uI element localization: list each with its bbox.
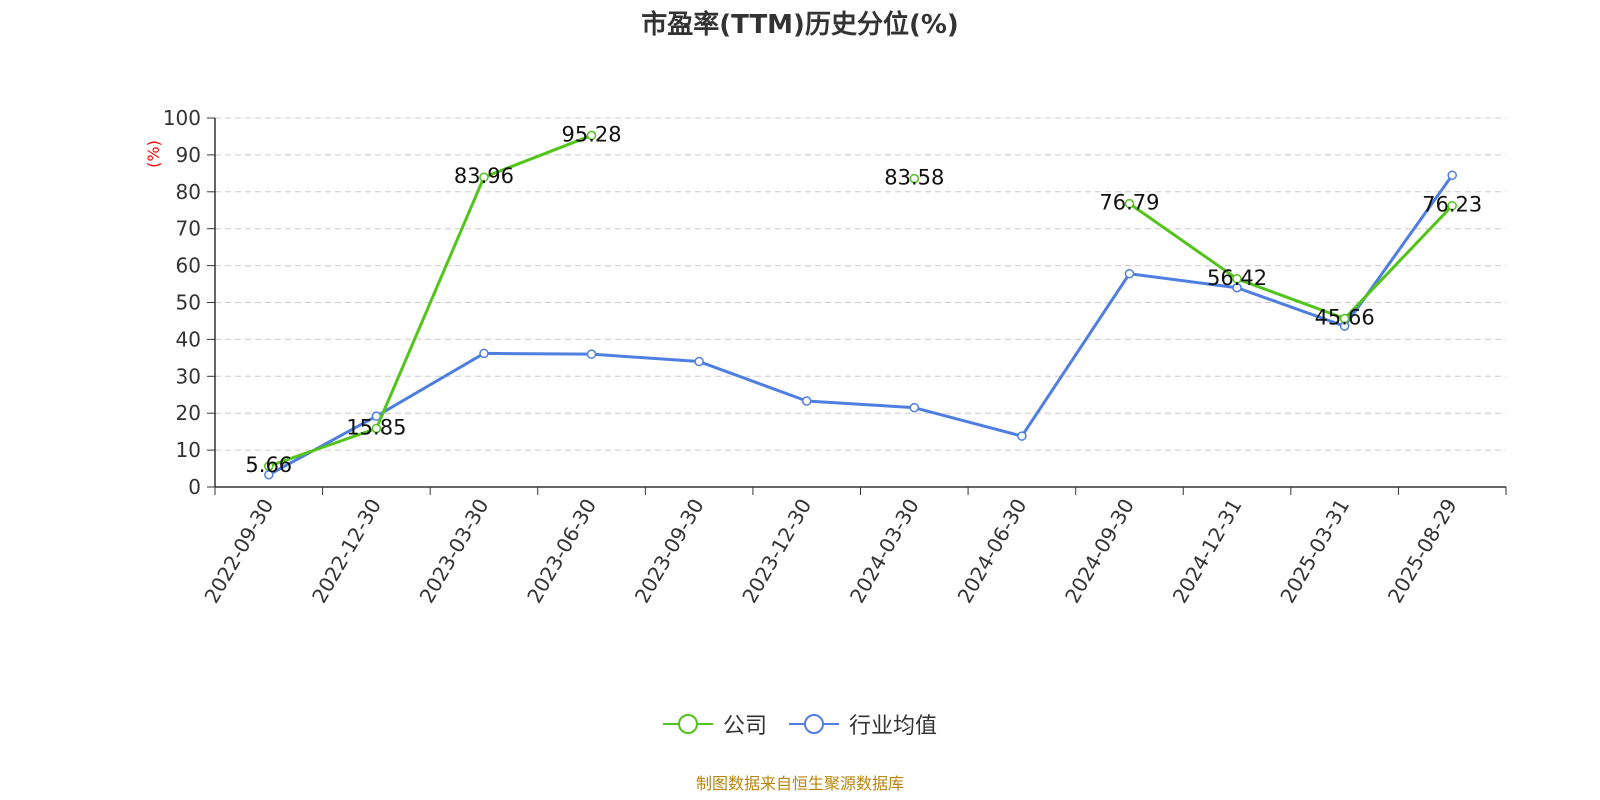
- series-line-industry: [268, 174, 1454, 477]
- y-tick-label: 10: [176, 438, 201, 462]
- data-point-company: [264, 461, 274, 471]
- data-label-company: 56.42: [1207, 266, 1267, 290]
- data-label-company: 76.79: [1099, 191, 1159, 215]
- legend-item-industry[interactable]: 行业均值: [789, 708, 937, 740]
- y-tick-label: 80: [176, 180, 201, 204]
- data-label-company: 83.58: [884, 166, 944, 190]
- grid-lines: [215, 117, 1506, 451]
- legend-marker-industry: [789, 714, 839, 734]
- legend-marker-company: [662, 714, 713, 734]
- data-point-company: [909, 173, 920, 184]
- data-point-industry: [694, 356, 704, 367]
- x-tick-label: 2025-08-29: [1383, 495, 1462, 608]
- data-labels: 5.66 15.85 83.96 95.28 83.58 76.79 56.42 45.66 7…: [245, 122, 1482, 477]
- y-tick-label: 50: [176, 291, 201, 315]
- data-point-industry: [479, 348, 489, 359]
- data-point-company: [1232, 274, 1242, 284]
- x-tick-label: 2023-12-30: [737, 495, 816, 608]
- y-tick-label: 30: [176, 364, 201, 388]
- y-tick-label: 40: [176, 327, 201, 351]
- data-label-company: 95.28: [561, 122, 621, 146]
- data-point-company: [1124, 198, 1135, 209]
- data-label-company: 45.66: [1315, 306, 1375, 330]
- data-source-note: 制图数据来自恒生聚源数据库: [695, 774, 904, 793]
- series-layer: [264, 130, 1457, 480]
- data-point-company: [479, 172, 489, 182]
- data-point-industry: [801, 396, 812, 406]
- data-point-company: [1447, 200, 1457, 211]
- legend: 公司 行业均值: [0, 708, 1600, 740]
- y-tick-label: 70: [176, 217, 201, 241]
- chart-title: 市盈率(TTM)历史分位(%): [641, 10, 959, 40]
- y-axis-label: (%): [144, 140, 163, 168]
- x-tick-label: 2023-03-30: [415, 495, 494, 608]
- y-tick-label: 90: [176, 143, 201, 167]
- data-point-industry: [909, 402, 920, 413]
- x-tick-label: 2023-06-30: [522, 495, 601, 608]
- y-tick-label: 0: [188, 475, 201, 499]
- x-tick-label: 2022-09-30: [199, 495, 278, 608]
- data-point-industry: [1447, 170, 1457, 180]
- y-tick-label: 60: [176, 254, 201, 278]
- data-point-company: [1339, 313, 1350, 324]
- legend-label-industry: 行业均值: [849, 714, 938, 739]
- data-label-company: 76.23: [1422, 193, 1482, 217]
- series-line-company: [268, 134, 593, 468]
- data-label-company: 15.85: [346, 416, 406, 440]
- data-point-company: [371, 423, 382, 434]
- x-tick-label: 2024-09-30: [1060, 495, 1139, 608]
- data-point-industry: [1017, 431, 1027, 441]
- data-point-industry: [1232, 282, 1242, 293]
- x-tick-label: 2022-12-30: [307, 495, 386, 608]
- series-line-company: [1128, 202, 1454, 321]
- data-label-company: 83.96: [454, 164, 514, 188]
- x-tick-label: 2025-03-31: [1275, 495, 1354, 608]
- legend-label-company: 公司: [722, 714, 767, 739]
- legend-item-company[interactable]: 公司: [662, 708, 767, 740]
- data-point-industry: [1124, 268, 1135, 279]
- data-point-industry: [586, 349, 597, 359]
- y-tick-label: 100: [163, 106, 201, 130]
- x-tick-label: 2024-12-31: [1168, 495, 1247, 608]
- data-label-company: 5.66: [245, 453, 292, 477]
- axes: 0 10 20 30 40 50 60 70 80 90 100(%) 2022-09-30 2022-…: [144, 106, 1507, 608]
- x-tick-label: 2024-06-30: [952, 495, 1031, 608]
- data-point-company: [586, 130, 597, 141]
- y-tick-label: 20: [176, 401, 201, 425]
- x-tick-label: 2023-09-30: [630, 495, 709, 608]
- x-tick-label: 2024-03-30: [845, 495, 924, 608]
